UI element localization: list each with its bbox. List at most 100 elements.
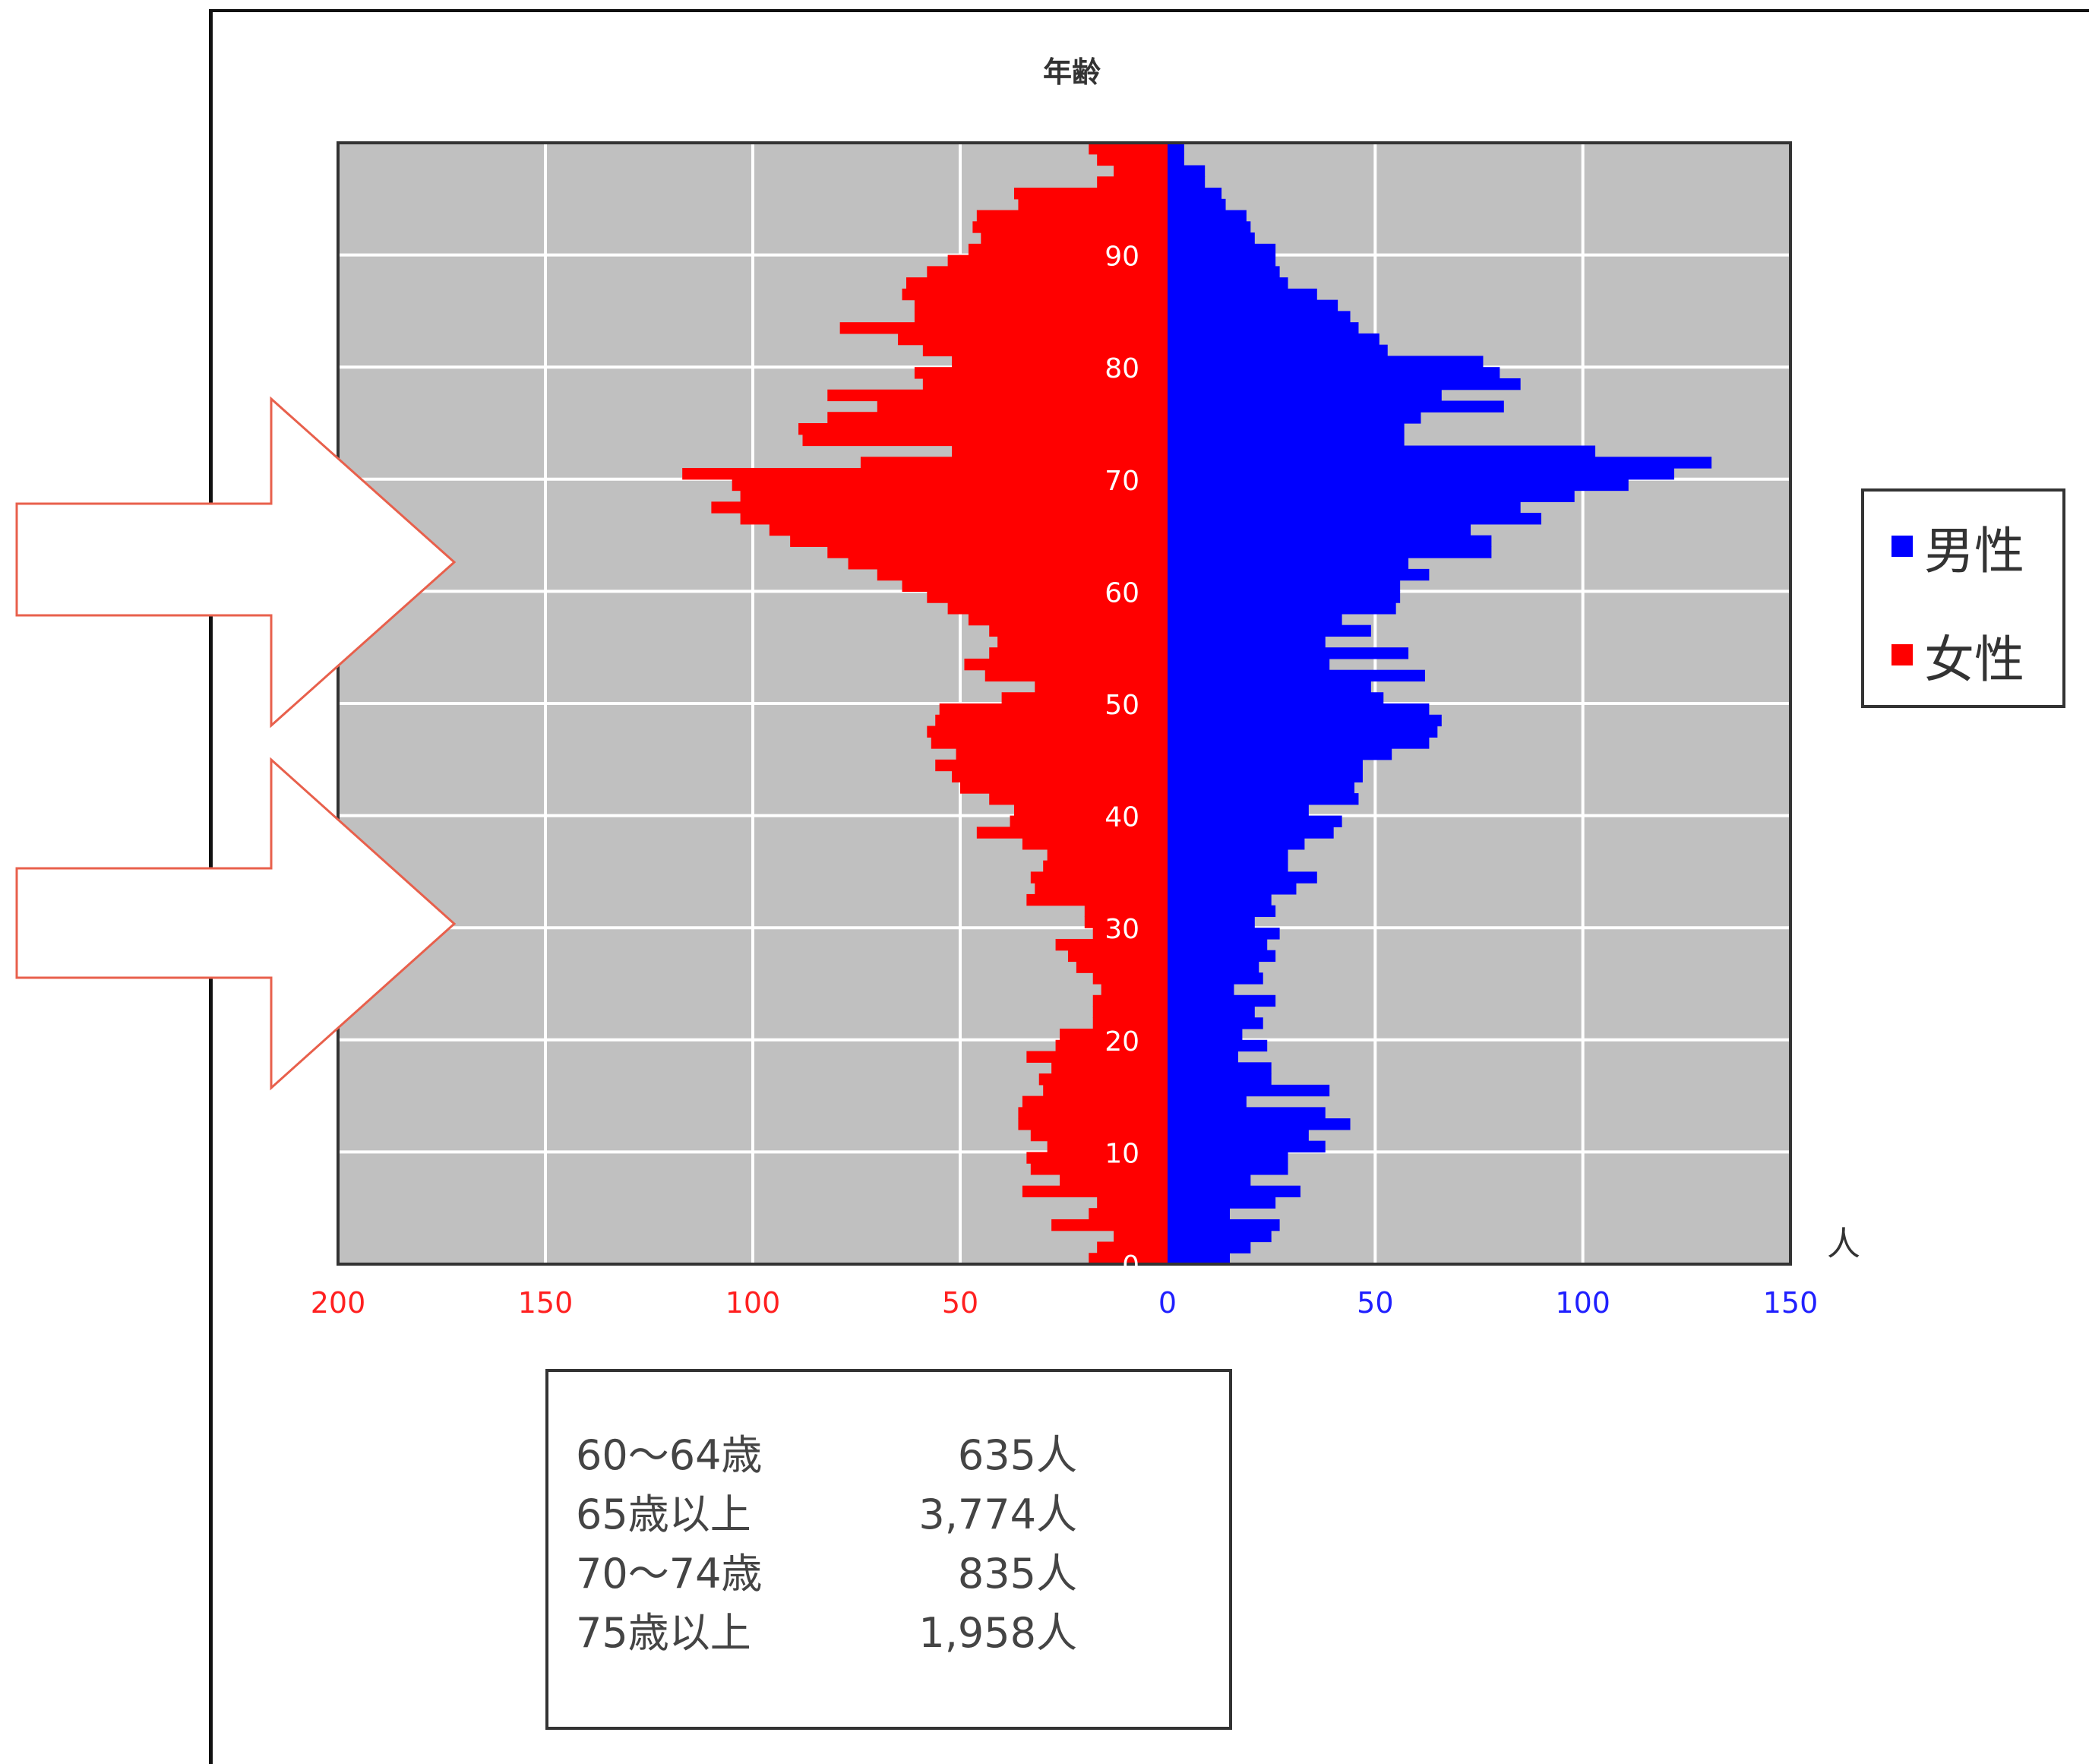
- bar-male: [1168, 198, 1226, 211]
- bar-male: [1168, 400, 1504, 413]
- bar-female: [732, 479, 1168, 492]
- y-axis-tick-labels: 0 10 20 30 40 50 60 70 80 90: [1105, 242, 1139, 1282]
- bar-female: [1092, 1006, 1168, 1018]
- bar-female: [877, 568, 1168, 581]
- x-tick-label: 100: [725, 1286, 781, 1320]
- bar-female: [860, 457, 1168, 469]
- bar-male: [1168, 681, 1371, 693]
- bar-male: [1168, 288, 1317, 301]
- bar-male: [1168, 333, 1379, 346]
- bar-male: [1168, 1230, 1272, 1243]
- bar-male: [1168, 535, 1492, 547]
- bar-female: [984, 669, 1168, 682]
- bar-female: [1026, 893, 1168, 906]
- bar-male: [1168, 838, 1305, 850]
- bar-male: [1168, 1219, 1280, 1231]
- bar-female: [848, 558, 1168, 570]
- bar-female: [1047, 849, 1168, 861]
- bar-female: [927, 591, 1168, 603]
- bar-male: [1168, 928, 1280, 940]
- summary-value: 3,774人: [918, 1491, 1077, 1538]
- bar-female: [1022, 838, 1168, 850]
- bar-male: [1168, 613, 1342, 626]
- bar-female: [1097, 1197, 1168, 1209]
- bar-male: [1168, 624, 1371, 637]
- bar-male: [1168, 490, 1575, 502]
- bar-male: [1168, 1118, 1351, 1130]
- bar-male: [1168, 827, 1334, 839]
- bar-female: [1013, 188, 1168, 200]
- bar-male: [1168, 1062, 1272, 1074]
- bar-female: [1055, 938, 1168, 951]
- bar-female: [1092, 972, 1168, 985]
- bar-male: [1168, 770, 1363, 782]
- bar-female: [902, 580, 1168, 592]
- bar-female: [1114, 165, 1168, 177]
- y-tick-label: 50: [1105, 690, 1139, 721]
- bar-female: [1026, 1152, 1168, 1164]
- bar-male: [1168, 793, 1359, 805]
- bar-female: [935, 714, 1168, 727]
- bar-male: [1168, 165, 1206, 177]
- bar-male: [1168, 1051, 1238, 1063]
- bar-male: [1168, 1140, 1326, 1152]
- bar-female: [914, 311, 1168, 323]
- bar-male: [1168, 153, 1184, 166]
- bar-male: [1168, 468, 1674, 480]
- bar-male: [1168, 479, 1629, 492]
- legend: 男性 女性: [1861, 488, 2065, 708]
- bar-female: [1114, 1230, 1168, 1243]
- summary-label: 65歳以上: [576, 1491, 751, 1538]
- bar-male: [1168, 513, 1541, 525]
- bar-female: [922, 378, 1168, 390]
- bar-male: [1168, 849, 1288, 861]
- bar-female: [976, 827, 1168, 839]
- bar-female: [1084, 905, 1168, 918]
- bar-male: [1168, 1253, 1230, 1265]
- x-tick-label: 150: [1763, 1286, 1819, 1320]
- y-tick-label: 90: [1105, 242, 1139, 273]
- legend-label-female: 女性: [1924, 631, 2024, 689]
- bar-male: [1168, 916, 1255, 928]
- bar-female: [989, 624, 1168, 637]
- bar-male: [1168, 658, 1330, 671]
- bar-female: [1055, 1039, 1168, 1052]
- bar-female: [898, 333, 1168, 346]
- summary-label: 70〜74歳: [576, 1550, 763, 1598]
- summary-value: 635人: [957, 1431, 1077, 1479]
- bar-male: [1168, 412, 1421, 424]
- bar-male: [1168, 950, 1276, 963]
- plot-area-border: [337, 141, 1792, 1266]
- x-axis-unit-label: 人: [1827, 1225, 1860, 1263]
- bar-female: [740, 513, 1168, 525]
- bar-female: [1092, 928, 1168, 940]
- bar-female: [1092, 994, 1168, 1007]
- bar-female: [989, 793, 1168, 805]
- bar-female: [902, 288, 1168, 301]
- bar-female: [947, 254, 1168, 267]
- bar-female: [1035, 883, 1168, 895]
- bar-male: [1168, 322, 1359, 334]
- bar-female: [935, 759, 1168, 772]
- bar-female: [877, 400, 1168, 413]
- bar-female: [931, 737, 1168, 749]
- bar-male: [1168, 523, 1471, 536]
- x-tick-label: 0: [1158, 1286, 1177, 1320]
- bar-male: [1168, 344, 1388, 357]
- bar-female: [802, 434, 1168, 447]
- bar-male: [1168, 1241, 1251, 1253]
- bar-male: [1168, 1073, 1272, 1086]
- bar-female: [1047, 1140, 1168, 1152]
- bar-male: [1168, 311, 1351, 323]
- bar-female: [1001, 692, 1168, 704]
- bar-male: [1168, 568, 1430, 581]
- bar-female: [1089, 1253, 1168, 1265]
- bar-female: [960, 782, 1168, 794]
- bar-female: [740, 490, 1168, 502]
- bar-male: [1168, 883, 1297, 895]
- bar-male: [1168, 1208, 1230, 1220]
- bar-female: [790, 535, 1168, 547]
- bar-male: [1168, 871, 1317, 884]
- bar-female: [981, 232, 1168, 245]
